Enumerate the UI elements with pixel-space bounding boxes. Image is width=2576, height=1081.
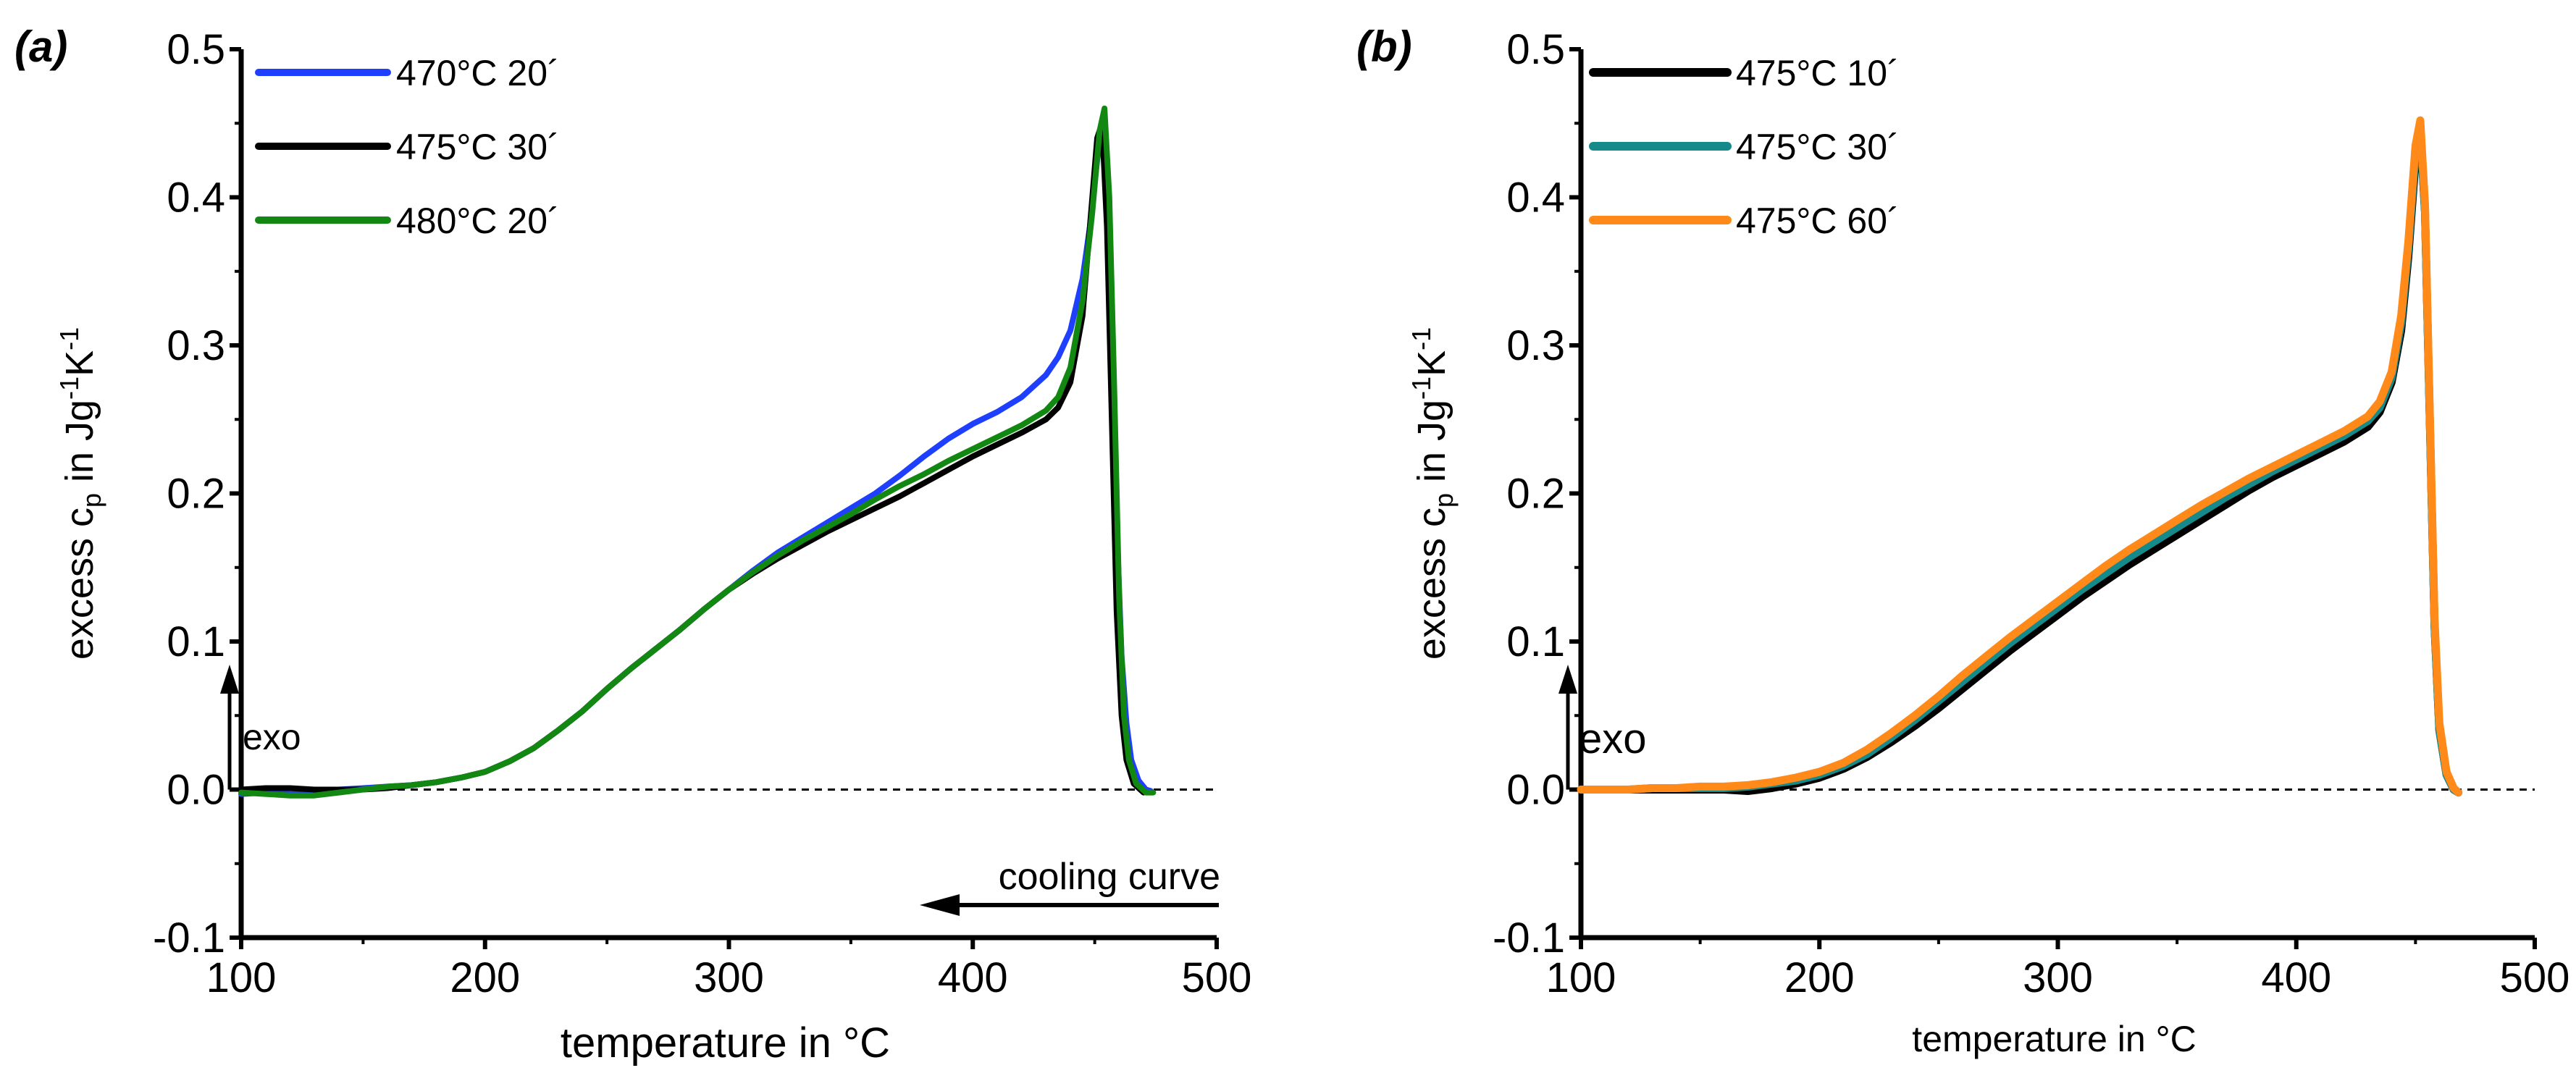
exo-label: exo [243,717,301,757]
cooling-arrow-head [920,894,960,916]
y-axis-title-mid: in Jg [1410,400,1453,493]
y-axis-title: excess cp in Jg-1K-1 [1406,327,1459,660]
exo-arrow-head [1558,665,1577,694]
x-axis-title: temperature in °C [1912,1019,2196,1059]
series-line-1 [238,127,1154,797]
y-axis-title-sub: p [1429,493,1459,508]
cooling-curve-label: cooling curve [999,856,1220,898]
y-tick-label: 0.1 [1506,618,1565,665]
y-tick-label: 0.2 [1506,471,1565,518]
y-tick-label: -0.1 [153,914,225,962]
y-axis-title: excess cp in Jg-1K-1 [54,327,106,660]
x-tick-label: 200 [1784,954,1855,1001]
y-axis-title-base: excess c [1410,508,1453,660]
exo-label: exo [1579,715,1647,762]
y-tick-label: 0.4 [1506,174,1565,222]
y-axis-title-sup1: -1 [1406,377,1436,400]
y-tick-label: 0.0 [167,767,225,814]
legend-label-2: 475°C 30´ [396,127,560,167]
x-tick-label: 200 [450,954,520,1001]
y-tick-label: 0.1 [167,618,225,665]
y-tick-label: 0.4 [167,174,225,222]
legend-label-1: 470°C 20´ [396,53,560,93]
exo-arrow-head [220,665,239,694]
x-tick-label: 400 [938,954,1008,1001]
series-line-2 [1577,122,2463,797]
y-axis-title-sup1: -1 [54,377,84,400]
series-line-3 [238,105,1157,799]
panel-label: (b) [1356,22,1412,71]
y-tick-label: 0.3 [1506,322,1565,369]
y-tick-label: 0.5 [167,26,225,73]
y-tick-label: 0.0 [1506,767,1565,814]
chart-panel-b: -0.1 0.0 0.1 0.2 0.3 0.4 0.5 100 200 300 400 500 tem… [1356,22,2569,1059]
x-axis-title: temperature in °C [561,1019,890,1067]
y-axis-title-mid: in Jg [58,400,101,493]
x-tick-label: 500 [2500,954,2570,1001]
y-tick-label: -0.1 [1493,914,1565,962]
y-axis-title-sup2: -1 [54,327,84,350]
legend-label-3: 475°C 60´ [1736,201,1900,241]
legend-label-1: 475°C 10´ [1736,53,1900,93]
y-tick-label: 0.5 [1506,26,1565,73]
y-tick-label: 0.3 [167,322,225,369]
legend-label-3: 480°C 20´ [396,201,560,241]
legend-label-2: 475°C 30´ [1736,127,1900,167]
chart-panel-a: -0.1 0.0 0.1 0.2 0.3 0.4 0.5 100 200 300 400 500 tem… [14,22,1251,1067]
series-line-1 [1577,127,2463,797]
x-tick-label: 400 [2261,954,2331,1001]
x-tick-label: 100 [206,954,277,1001]
y-axis-title-sub: p [77,493,106,508]
y-axis-title-k: K [58,350,101,377]
x-tick-label: 100 [1546,954,1616,1001]
y-tick-label: 0.2 [167,471,225,518]
panel-label: (a) [14,22,67,71]
y-axis-title-sup2: -1 [1406,327,1436,350]
y-axis-title-base: excess c [58,508,101,660]
x-tick-label: 300 [694,954,764,1001]
series-line-3 [1577,116,2463,797]
x-tick-label: 500 [1182,954,1252,1001]
y-axis-title-k: K [1410,350,1453,377]
x-tick-label: 300 [2023,954,2093,1001]
